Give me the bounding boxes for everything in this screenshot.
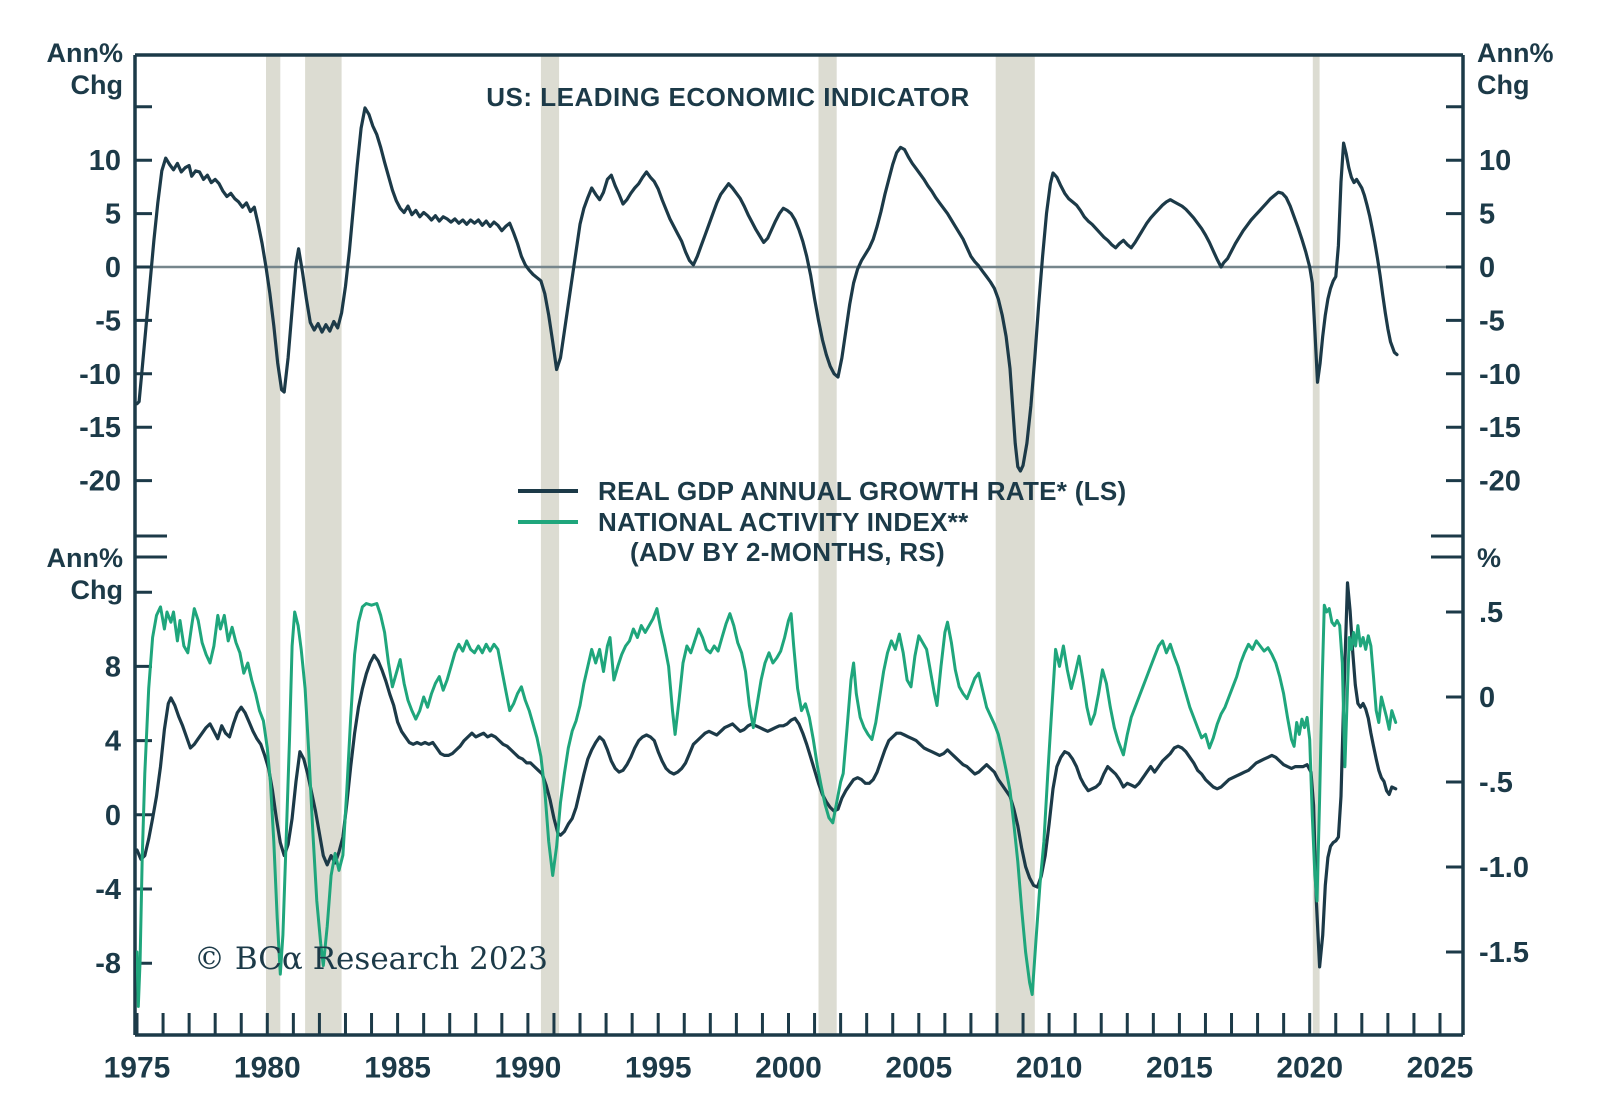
ytick-label-bottom-left: -4 <box>95 874 121 906</box>
chart-title: US: LEADING ECONOMIC INDICATOR <box>486 82 969 112</box>
xtick-label: 2005 <box>885 1052 952 1085</box>
xtick-label: 2015 <box>1146 1052 1213 1085</box>
lei-line <box>136 106 1399 473</box>
ytick-label-top-left: -10 <box>79 359 121 391</box>
chart-layers: 10 10 5 5 0 0 -5 -5 -10 -10 -15 -15 -20 -20 8 4 0 -4 -8 .5 0… <box>79 53 1529 1085</box>
nai-line <box>136 602 1398 1008</box>
axis-unit-top-right-line1: Ann% <box>1477 38 1554 68</box>
ytick-label-top-right: 5 <box>1479 199 1495 231</box>
xtick-label: 1975 <box>104 1052 171 1085</box>
recession-band <box>1312 55 1320 1035</box>
recession-band <box>266 55 281 1035</box>
xtick-label: 1980 <box>234 1052 301 1085</box>
recession-band <box>540 55 560 1035</box>
xtick-label: 2025 <box>1407 1052 1474 1085</box>
legend-nai-label-line2: (ADV BY 2-MONTHS, RS) <box>630 537 945 567</box>
xtick-label: 1985 <box>364 1052 431 1085</box>
ytick-label-bottom-left: 4 <box>105 726 121 758</box>
ytick-label-top-right: -5 <box>1479 305 1505 337</box>
ytick-label-bottom-left: -8 <box>95 948 121 980</box>
ytick-label-top-left: -5 <box>95 305 121 337</box>
ytick-label-top-left: 10 <box>89 145 121 177</box>
chart-labels: US: LEADING ECONOMIC INDICATOR Ann% Chg … <box>47 38 1554 977</box>
recession-band <box>305 55 342 1035</box>
axis-unit-bottom-right: % <box>1477 543 1501 573</box>
xtick-label: 1990 <box>495 1052 562 1085</box>
xtick-label: 1995 <box>625 1052 692 1085</box>
ytick-label-top-right: -20 <box>1479 466 1521 498</box>
axis-unit-bottom-left-line2: Chg <box>71 575 123 605</box>
gdp-line <box>136 581 1398 969</box>
axis-unit-bottom-left-line1: Ann% <box>47 543 124 573</box>
ytick-label-bottom-right: 0 <box>1479 682 1495 714</box>
ytick-label-bottom-right: .5 <box>1479 597 1503 629</box>
ytick-label-bottom-right: -.5 <box>1479 767 1513 799</box>
axis-unit-top-left-line2: Chg <box>71 70 123 100</box>
ytick-label-top-right: -10 <box>1479 359 1521 391</box>
xtick-label: 2000 <box>755 1052 822 1085</box>
legend-gdp-label: REAL GDP ANNUAL GROWTH RATE* (LS) <box>598 476 1126 506</box>
ytick-label-bottom-left: 0 <box>105 800 121 832</box>
ytick-label-top-left: -15 <box>79 412 121 444</box>
ytick-label-top-left: -20 <box>79 466 121 498</box>
xtick-label: 2020 <box>1276 1052 1343 1085</box>
ytick-label-bottom-left: 8 <box>105 651 121 683</box>
ytick-label-bottom-right: -1.5 <box>1479 937 1529 969</box>
ytick-label-top-right: 10 <box>1479 145 1511 177</box>
ytick-label-top-left: 0 <box>105 252 121 284</box>
copyright-notice: © BCα Research 2023 <box>194 941 548 977</box>
legend-nai-label-line1: NATIONAL ACTIVITY INDEX** <box>598 507 969 537</box>
xtick-label: 2010 <box>1016 1052 1083 1085</box>
recession-band <box>995 55 1035 1035</box>
ytick-label-bottom-right: -1.0 <box>1479 852 1529 884</box>
axis-unit-top-left-line1: Ann% <box>47 38 124 68</box>
axis-unit-top-right-line2: Chg <box>1477 70 1529 100</box>
ytick-label-top-left: 5 <box>105 199 121 231</box>
ytick-label-top-right: -15 <box>1479 412 1521 444</box>
ytick-label-top-right: 0 <box>1479 252 1495 284</box>
